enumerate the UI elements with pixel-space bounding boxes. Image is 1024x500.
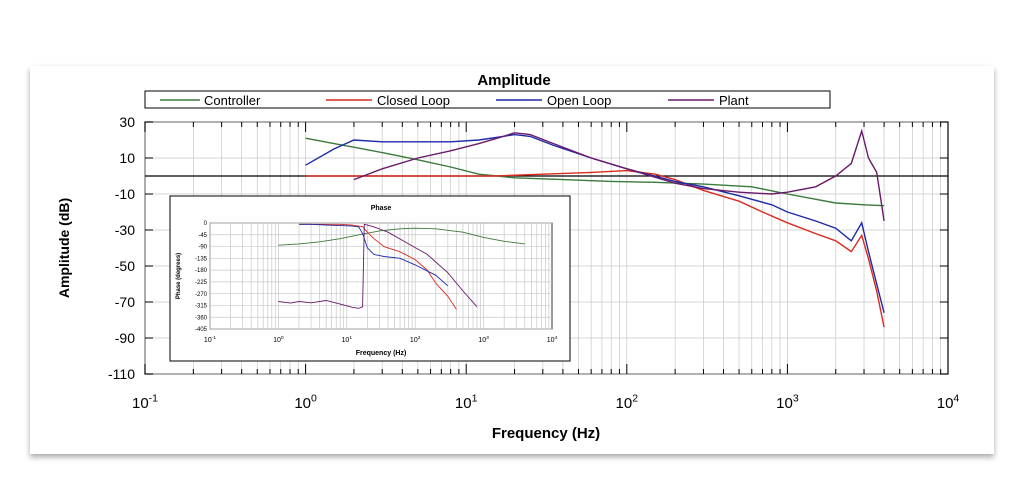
series-line-plant (353, 128, 885, 222)
x-tick-exponent: 2 (418, 335, 421, 341)
x-tick-exponent: -1 (149, 392, 158, 404)
legend-label-closed-loop: Closed Loop (377, 93, 450, 108)
x-tick-base: 10 (616, 395, 633, 412)
x-tick-label: 10-1 (204, 335, 216, 344)
x-tick-label: 10-1 (132, 392, 158, 412)
amplitude-y-axis-title: Amplitude (dB) (56, 198, 72, 298)
x-tick-label: 100 (294, 392, 317, 412)
y-tick-label: -180 (195, 268, 208, 274)
x-tick-exponent: 4 (555, 335, 558, 341)
x-tick-exponent: -1 (212, 335, 217, 341)
x-tick-label: 103 (478, 335, 489, 344)
x-tick-base: 10 (937, 395, 954, 412)
legend-label-plant: Plant (719, 93, 749, 108)
x-tick-exponent: 3 (793, 392, 799, 404)
amplitude-x-tick-labels: 10-1 100 101 102 103 104 (132, 392, 959, 412)
x-tick-exponent: 1 (472, 392, 478, 404)
phase-x-tick-labels: 10-1 100 101 102 103 104 (204, 335, 558, 344)
y-tick-label: -225 (195, 280, 208, 286)
series-line-phase-1 (299, 223, 457, 310)
legend-label-controller: Controller (204, 93, 261, 108)
y-tick-label: -110 (108, 366, 135, 382)
x-tick-exponent: 0 (311, 392, 317, 404)
y-tick-label: 0 (204, 221, 208, 227)
x-tick-base: 10 (342, 337, 350, 344)
phase-y-axis-title: Phase (degrees) (176, 253, 182, 299)
x-tick-base: 10 (776, 395, 793, 412)
y-tick-label: -270 (195, 292, 208, 298)
x-tick-exponent: 1 (349, 335, 352, 341)
legend-box (144, 90, 831, 109)
x-tick-exponent: 0 (281, 335, 284, 341)
y-tick-label: -135 (195, 256, 208, 262)
x-tick-exponent: 4 (953, 392, 959, 404)
phase-y-tick-labels: 0 -45 -90 -135 -180 -225 -270 -315 -360 -405 (195, 221, 208, 333)
y-tick-label: -90 (115, 330, 135, 346)
x-tick-label: 104 (937, 392, 960, 412)
x-tick-base: 10 (410, 337, 418, 344)
y-tick-label: -30 (115, 222, 135, 238)
x-tick-base: 10 (204, 337, 212, 344)
phase-grid (209, 222, 552, 330)
amplitude-y-tick-labels: 30 10 -10 -30 -50 -70 -90 -110 (108, 114, 135, 382)
amplitude-chart-title: Amplitude (477, 72, 550, 89)
series-line-phase-2 (299, 223, 449, 287)
series-line-closed-loop (305, 169, 885, 328)
x-tick-label: 104 (547, 335, 558, 344)
legend-label-open-loop: Open Loop (547, 93, 611, 108)
x-tick-base: 10 (478, 337, 486, 344)
x-tick-label: 102 (410, 335, 421, 344)
series-line-controller (305, 137, 885, 207)
y-tick-label: -315 (195, 304, 208, 310)
x-tick-exponent: 3 (486, 335, 489, 341)
y-tick-label: -360 (195, 315, 208, 321)
y-tick-label: -90 (198, 245, 207, 251)
series-line-phase-3 (278, 223, 478, 309)
x-tick-base: 10 (547, 337, 555, 344)
phase-chart-title: Phase (371, 205, 392, 212)
x-tick-base: 10 (294, 395, 311, 412)
x-tick-label: 101 (342, 335, 353, 344)
series-line-phase-0 (278, 227, 525, 246)
x-tick-base: 10 (273, 337, 281, 344)
phase-plot-area (209, 222, 553, 330)
x-tick-exponent: 2 (632, 392, 638, 404)
y-tick-label: -45 (198, 233, 207, 239)
amplitude-x-axis-title: Frequency (Hz) (492, 425, 600, 442)
x-tick-label: 102 (616, 392, 639, 412)
phase-x-axis-title: Frequency (Hz) (356, 350, 407, 357)
y-tick-label: 10 (119, 150, 135, 166)
y-tick-label: 30 (119, 114, 135, 130)
phase-inset: 0-45-90-135-180-225-270-315-360-405 10-1… (169, 195, 571, 362)
phase-series-group (278, 223, 525, 310)
amplitude-series-group (305, 128, 885, 328)
x-tick-label: 100 (273, 335, 284, 344)
x-tick-label: 103 (776, 392, 799, 412)
x-tick-label: 101 (455, 392, 478, 412)
amplitude-ticks (144, 121, 948, 375)
x-tick-base: 10 (132, 395, 149, 412)
y-tick-label: -10 (115, 186, 135, 202)
x-tick-base: 10 (455, 395, 472, 412)
y-tick-label: -50 (115, 258, 135, 274)
amplitude-legend: Controller Closed Loop Open Loop Plant (144, 90, 831, 109)
y-tick-label: -405 (195, 327, 208, 333)
y-tick-label: -70 (115, 294, 135, 310)
